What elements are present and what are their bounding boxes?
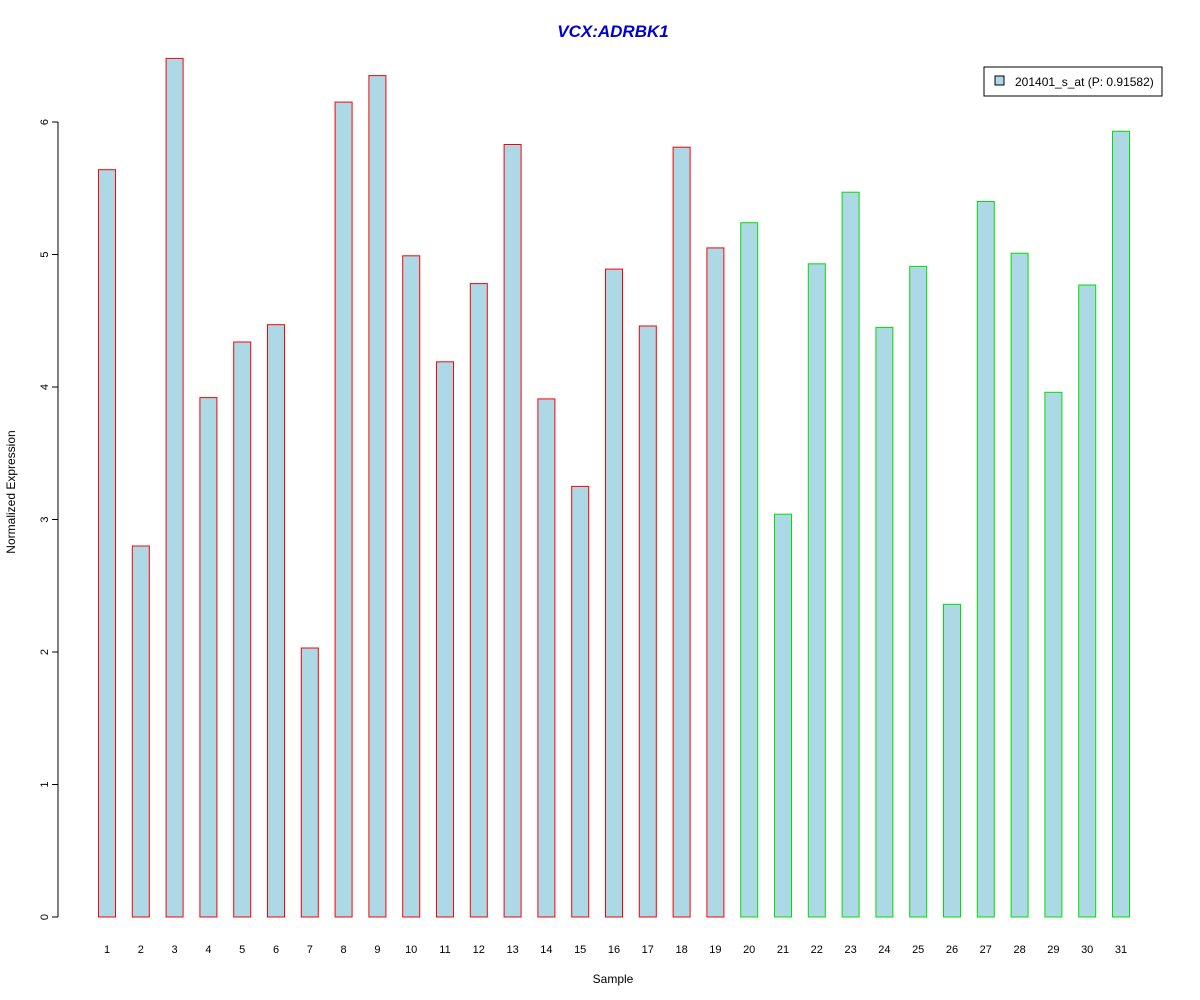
x-tick-label: 25 [912,944,924,956]
chart-title: VCX:ADRBK1 [557,22,668,41]
x-tick-label: 28 [1013,944,1025,956]
bar-sample-7 [300,647,319,918]
y-tick-label: 1 [39,781,51,787]
bar-sample-1 [98,169,116,918]
bar-sample-22 [807,263,826,918]
y-tick-label: 6 [39,119,51,125]
x-axis-label: Sample [593,972,634,986]
y-tick-label: 0 [39,914,51,920]
x-tick-label: 17 [642,944,654,956]
bar-sample-2 [131,545,150,918]
bar-sample-16 [605,268,623,918]
bar-sample-21 [774,513,792,918]
bar-sample-9 [368,75,387,918]
bar-sample-8 [334,101,353,918]
bar-sample-20 [740,222,759,918]
x-tick-label: 23 [844,944,856,956]
x-tick-label: 10 [405,944,417,956]
bar-sample-12 [469,283,488,918]
bar-sample-4 [199,397,218,918]
x-tick-label: 29 [1047,944,1059,956]
y-tick-label: 2 [39,649,51,655]
x-tick-label: 24 [878,944,890,956]
bar-sample-26 [943,603,961,918]
bar-sample-17 [638,325,657,918]
x-tick-label: 5 [239,944,245,956]
y-axis-label: Normalized Expression [4,430,18,553]
bar-sample-28 [1010,252,1029,918]
x-tick-label: 12 [473,944,485,956]
y-tick-label: 5 [39,251,51,257]
bar-sample-25 [909,265,928,918]
bar-sample-30 [1078,284,1097,918]
bar-sample-11 [436,361,454,918]
bar-sample-31 [1112,130,1130,918]
x-tick-label: 16 [608,944,620,956]
bar-sample-19 [706,247,725,918]
x-tick-label: 3 [172,944,178,956]
bars-group [98,57,1130,918]
bar-sample-5 [233,341,252,918]
bar-sample-27 [976,201,995,918]
x-tick-label: 27 [980,944,992,956]
legend-label: 201401_s_at (P: 0.91582) [1015,75,1154,89]
x-tick-label: 20 [743,944,755,956]
x-tick-label: 15 [574,944,586,956]
x-tick-label: 6 [273,944,279,956]
x-tick-label: 7 [307,944,313,956]
x-tick-label: 22 [811,944,823,956]
bar-sample-14 [537,398,556,918]
bar-sample-18 [672,146,691,918]
x-tick-label: 14 [540,944,552,956]
x-axis-ticks: 1 2 3 4 5 6 7 8 9 10 11 12 13 14 15 16 17 18 19 20 21 22 23 24 2… [104,944,1127,956]
x-tick-label: 4 [205,944,211,956]
bar-sample-23 [841,191,860,918]
bar-sample-24 [875,326,894,918]
bar-sample-3 [165,57,184,918]
legend-swatch [994,75,1005,86]
bar-sample-10 [402,255,421,918]
legend-box [983,66,1163,97]
x-tick-label: 11 [439,944,450,956]
bar-sample-29 [1044,391,1063,918]
bar-sample-6 [267,324,285,918]
x-tick-label: 19 [709,944,721,956]
legend: 201401_s_at (P: 0.91582) [983,66,1163,97]
y-axis: 0 1 2 3 4 5 6 [39,119,59,920]
y-tick-label: 3 [39,516,51,522]
x-tick-label: 30 [1081,944,1093,956]
x-tick-label: 2 [138,944,144,956]
x-tick-label: 9 [374,944,380,956]
x-tick-label: 26 [946,944,958,956]
x-tick-label: 31 [1115,944,1127,956]
x-tick-label: 8 [341,944,347,956]
bar-sample-15 [571,485,590,918]
bar-sample-13 [503,144,522,918]
x-tick-label: 21 [777,944,789,956]
x-tick-label: 18 [675,944,687,956]
x-tick-label: 1 [104,944,110,956]
x-tick-label: 13 [506,944,518,956]
y-tick-label: 4 [39,384,51,390]
